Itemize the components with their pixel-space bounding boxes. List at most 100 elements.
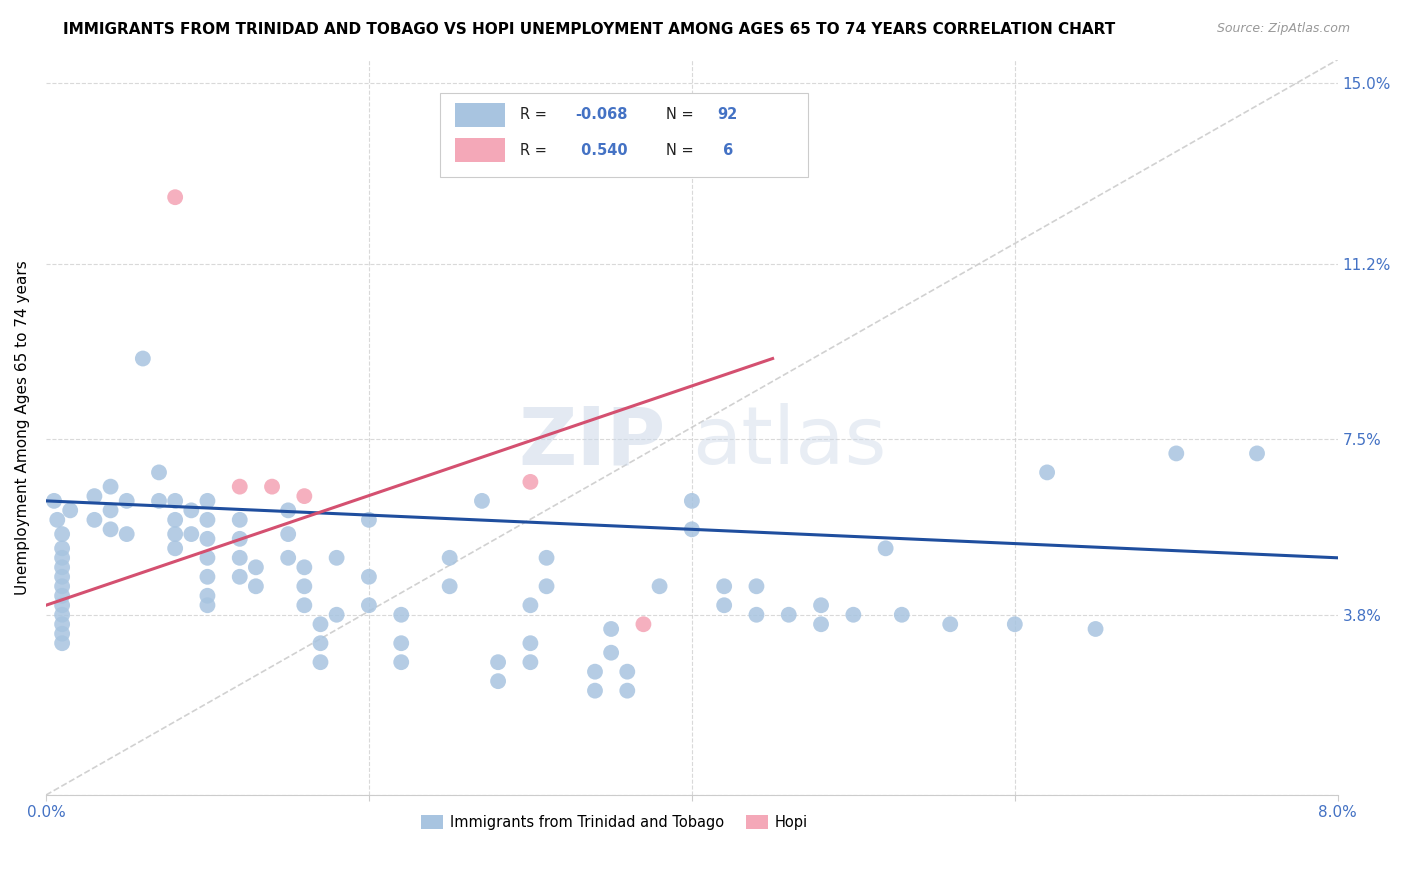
Point — [519, 655, 541, 669]
Point — [890, 607, 912, 622]
Point — [842, 607, 865, 622]
Point — [713, 579, 735, 593]
Point — [180, 527, 202, 541]
Point — [51, 527, 73, 541]
Point — [51, 636, 73, 650]
Point — [180, 503, 202, 517]
Point — [810, 599, 832, 613]
FancyBboxPatch shape — [456, 103, 505, 127]
Point — [51, 617, 73, 632]
Point — [357, 513, 380, 527]
Point — [100, 522, 122, 536]
Point — [165, 190, 187, 204]
Point — [713, 599, 735, 613]
Point — [471, 494, 494, 508]
Point — [939, 617, 962, 632]
Point — [486, 674, 509, 689]
Point — [165, 513, 187, 527]
Point — [51, 550, 73, 565]
Text: R =: R = — [520, 107, 551, 122]
Point — [197, 550, 219, 565]
Point — [197, 532, 219, 546]
Text: 92: 92 — [717, 107, 738, 122]
Point — [51, 589, 73, 603]
Point — [132, 351, 155, 366]
Point — [100, 503, 122, 517]
Point — [745, 579, 768, 593]
Point — [389, 655, 412, 669]
Point — [51, 626, 73, 640]
Text: Source: ZipAtlas.com: Source: ZipAtlas.com — [1216, 22, 1350, 36]
Point — [292, 599, 315, 613]
Point — [325, 607, 347, 622]
Point — [100, 480, 122, 494]
Point — [778, 607, 800, 622]
Point — [51, 579, 73, 593]
Point — [260, 480, 283, 494]
Point — [148, 494, 170, 508]
Point — [277, 527, 299, 541]
Point — [229, 532, 252, 546]
Point — [277, 503, 299, 517]
Text: ZIP: ZIP — [519, 403, 666, 481]
Point — [292, 489, 315, 503]
Point — [165, 541, 187, 556]
Point — [1166, 446, 1188, 460]
Text: IMMIGRANTS FROM TRINIDAD AND TOBAGO VS HOPI UNEMPLOYMENT AMONG AGES 65 TO 74 YEA: IMMIGRANTS FROM TRINIDAD AND TOBAGO VS H… — [63, 22, 1115, 37]
Text: 0.540: 0.540 — [575, 143, 627, 158]
Point — [42, 494, 65, 508]
Point — [83, 513, 105, 527]
Point — [616, 683, 638, 698]
Point — [357, 599, 380, 613]
FancyBboxPatch shape — [440, 93, 808, 178]
Text: N =: N = — [666, 107, 699, 122]
Point — [633, 617, 655, 632]
Point — [309, 617, 332, 632]
Text: atlas: atlas — [692, 403, 886, 481]
Point — [245, 560, 267, 574]
Point — [51, 541, 73, 556]
Point — [165, 527, 187, 541]
Text: -0.068: -0.068 — [575, 107, 628, 122]
Point — [519, 599, 541, 613]
Text: N =: N = — [666, 143, 699, 158]
Point — [51, 599, 73, 613]
Point — [519, 475, 541, 489]
Point — [583, 683, 606, 698]
Point — [51, 607, 73, 622]
Point — [292, 560, 315, 574]
Point — [46, 513, 69, 527]
Point — [148, 466, 170, 480]
Point — [83, 489, 105, 503]
Point — [389, 607, 412, 622]
Point — [583, 665, 606, 679]
Point — [325, 550, 347, 565]
Point — [197, 570, 219, 584]
Point — [245, 579, 267, 593]
Point — [197, 494, 219, 508]
Point — [600, 646, 623, 660]
Text: R =: R = — [520, 143, 551, 158]
Point — [648, 579, 671, 593]
Point — [309, 655, 332, 669]
Point — [439, 550, 461, 565]
Text: 6: 6 — [717, 143, 733, 158]
Point — [229, 480, 252, 494]
Point — [681, 494, 703, 508]
Point — [115, 494, 138, 508]
Point — [389, 636, 412, 650]
Point — [1084, 622, 1107, 636]
Legend: Immigrants from Trinidad and Tobago, Hopi: Immigrants from Trinidad and Tobago, Hop… — [415, 809, 814, 836]
Point — [1036, 466, 1059, 480]
Point — [681, 522, 703, 536]
Point — [277, 550, 299, 565]
Point — [600, 622, 623, 636]
Point — [292, 579, 315, 593]
Point — [536, 550, 558, 565]
Point — [309, 636, 332, 650]
Point — [229, 513, 252, 527]
Point — [115, 527, 138, 541]
Point — [439, 579, 461, 593]
Point — [51, 570, 73, 584]
Point — [229, 550, 252, 565]
